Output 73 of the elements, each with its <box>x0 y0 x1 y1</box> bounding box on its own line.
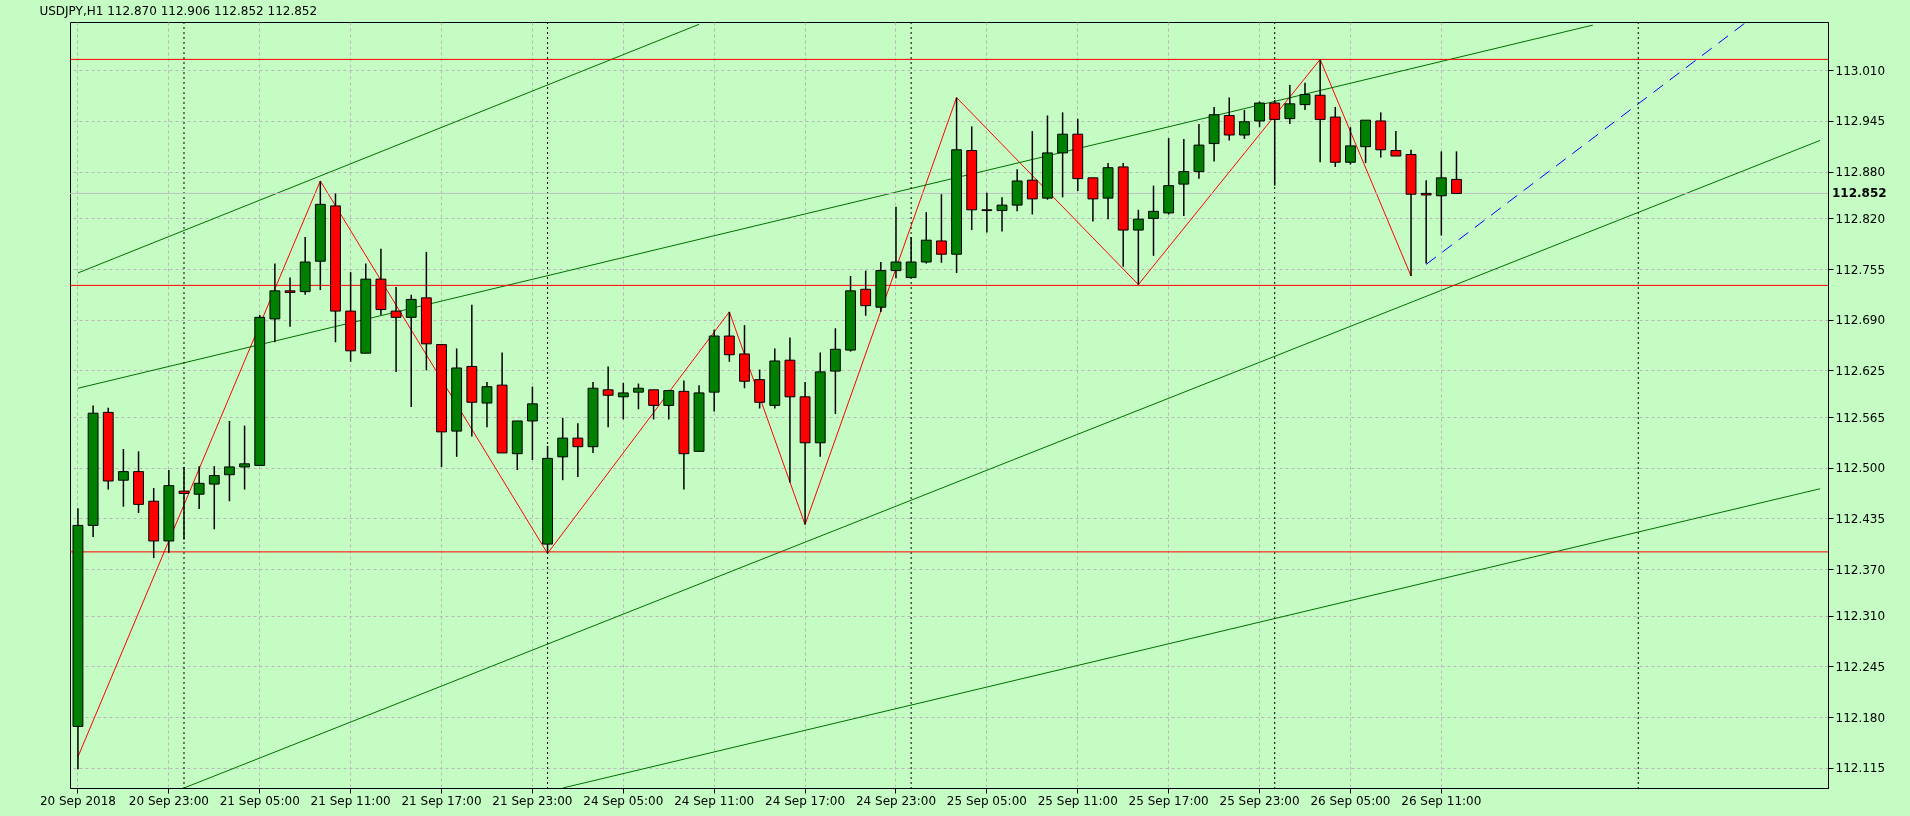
y-tick-label: 112.115 <box>1835 761 1886 776</box>
candlestick <box>193 465 205 510</box>
y-tick-label: 112.500 <box>1835 461 1886 476</box>
candlestick <box>617 382 629 421</box>
candlestick <box>557 417 569 481</box>
candlestick <box>526 385 538 461</box>
y-tick-label: 112.180 <box>1835 710 1886 725</box>
x-tick-label: 26 Sep 11:00 <box>1401 793 1482 808</box>
candlestick <box>829 327 841 415</box>
candlestick <box>1299 82 1311 111</box>
x-tick-label: 24 Sep 17:00 <box>765 793 846 808</box>
candlestick <box>117 448 129 508</box>
x-tick-label: 25 Sep 05:00 <box>946 793 1027 808</box>
candlestick <box>602 365 614 428</box>
x-tick-label: 25 Sep 11:00 <box>1037 793 1118 808</box>
x-tick-label: 21 Sep 17:00 <box>401 793 482 808</box>
y-tick-label: 112.690 <box>1835 313 1886 328</box>
candlestick <box>405 293 417 408</box>
candlestick <box>1390 130 1402 157</box>
candlestick <box>1223 96 1235 142</box>
y-tick-label: 112.755 <box>1835 262 1886 277</box>
candlestick <box>178 466 190 541</box>
y-tick-label: 112.625 <box>1835 363 1886 378</box>
x-tick-label: 24 Sep 05:00 <box>583 793 664 808</box>
candlestick <box>981 191 993 234</box>
x-tick-label: 21 Sep 05:00 <box>219 793 300 808</box>
y-tick-label: 112.880 <box>1835 165 1886 180</box>
candlestick <box>754 368 766 410</box>
y-tick-label: 112.310 <box>1835 609 1886 624</box>
ref-line-label: 112.852 <box>1832 186 1887 201</box>
candlestick <box>1087 177 1099 223</box>
x-tick-label: 24 Sep 23:00 <box>855 793 937 808</box>
candlestick <box>1451 150 1462 195</box>
candlestick <box>1420 179 1432 265</box>
candlestick <box>572 422 584 478</box>
x-tick-label: 21 Sep 23:00 <box>492 793 573 808</box>
x-tick-label: 25 Sep 23:00 <box>1219 793 1300 808</box>
candlestick <box>1238 109 1250 140</box>
candlestick <box>239 424 251 491</box>
y-tick-label: 112.370 <box>1835 562 1886 577</box>
candlestick <box>936 193 947 264</box>
y-tick-label: 113.010 <box>1835 63 1886 78</box>
candlestick <box>920 211 932 265</box>
candlestick <box>663 389 675 421</box>
y-tick-label: 112.435 <box>1835 511 1886 526</box>
candlestick <box>633 382 644 411</box>
candlestick <box>723 311 735 363</box>
candlestick <box>1435 150 1447 237</box>
y-tick-label: 112.820 <box>1835 211 1886 226</box>
candlestick <box>1254 100 1265 128</box>
candlestick <box>890 205 902 280</box>
y-tick-label: 112.245 <box>1835 659 1886 674</box>
y-tick-label: 112.945 <box>1835 114 1886 129</box>
x-tick-label: 24 Sep 11:00 <box>674 793 755 808</box>
candlestick <box>648 389 660 421</box>
candlestick <box>1132 209 1144 286</box>
candlestick <box>1057 111 1069 199</box>
candlestick <box>1026 130 1038 216</box>
candlestick <box>1178 138 1190 217</box>
y-tick-label: 112.565 <box>1835 410 1886 425</box>
x-tick-label: 21 Sep 11:00 <box>310 793 391 808</box>
candlestick <box>1284 84 1296 125</box>
candlestick <box>1148 184 1159 257</box>
candlestick <box>481 381 493 428</box>
candlestick <box>996 196 1008 233</box>
x-tick-label: 20 Sep 23:00 <box>128 793 209 808</box>
x-tick-label: 20 Sep 2018 <box>39 793 116 808</box>
candlestick <box>224 420 235 502</box>
chart-title: USDJPY,H1 112.870 112.906 112.852 112.852 <box>39 3 318 18</box>
candlestick <box>1345 126 1356 166</box>
x-tick-label: 25 Sep 17:00 <box>1128 793 1209 808</box>
candlestick <box>208 465 220 531</box>
x-tick-label: 26 Sep 05:00 <box>1310 793 1391 808</box>
